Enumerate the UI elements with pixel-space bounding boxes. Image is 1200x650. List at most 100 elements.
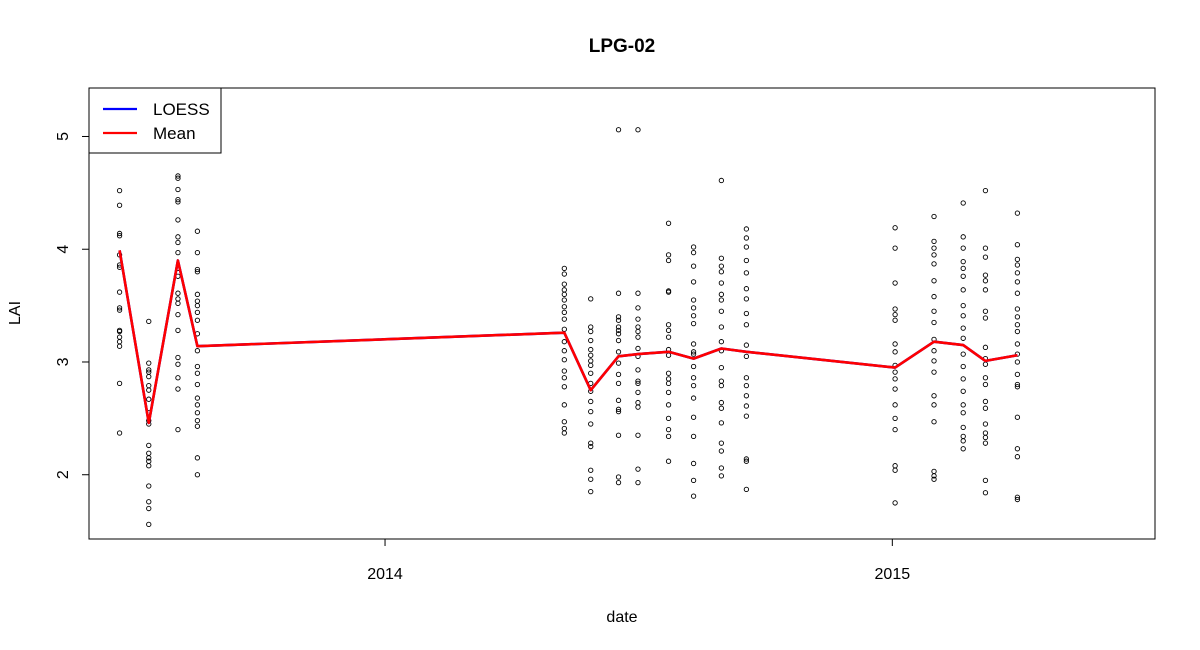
data-point bbox=[615, 314, 622, 320]
data-point bbox=[690, 477, 697, 484]
data-point bbox=[175, 361, 181, 367]
data-point bbox=[588, 440, 594, 446]
data-point bbox=[175, 173, 181, 179]
y-tick-label: 5 bbox=[55, 132, 72, 141]
data-point bbox=[561, 430, 567, 436]
data-point bbox=[146, 505, 152, 512]
data-point bbox=[175, 290, 181, 296]
data-point bbox=[615, 371, 622, 378]
data-point bbox=[1014, 494, 1021, 500]
data-point bbox=[615, 327, 622, 334]
data-point bbox=[615, 324, 622, 330]
data-point bbox=[690, 375, 697, 381]
data-point bbox=[194, 269, 201, 275]
data-point bbox=[146, 463, 152, 469]
data-point bbox=[960, 376, 966, 382]
data-point bbox=[1014, 256, 1021, 263]
data-point bbox=[960, 258, 966, 265]
data-point bbox=[982, 381, 989, 388]
data-point bbox=[175, 386, 181, 392]
data-point bbox=[615, 380, 622, 387]
data-point bbox=[892, 317, 898, 323]
data-point bbox=[718, 269, 725, 275]
data-point bbox=[931, 369, 937, 375]
data-point bbox=[718, 291, 725, 297]
data-point bbox=[982, 344, 989, 350]
data-point bbox=[665, 327, 672, 334]
data-point bbox=[615, 127, 622, 133]
data-point bbox=[690, 297, 697, 303]
data-point bbox=[690, 351, 697, 357]
data-point bbox=[588, 358, 594, 364]
data-point bbox=[1014, 341, 1021, 347]
data-point bbox=[175, 327, 181, 334]
data-point bbox=[175, 217, 181, 223]
data-point bbox=[960, 388, 966, 394]
data-point bbox=[931, 319, 937, 326]
data-point bbox=[931, 238, 937, 244]
data-point bbox=[588, 362, 594, 369]
data-point bbox=[982, 287, 989, 293]
data-point bbox=[588, 346, 594, 353]
data-point bbox=[892, 386, 898, 392]
data-point bbox=[1014, 242, 1021, 248]
data-point bbox=[960, 325, 966, 331]
data-point bbox=[690, 263, 697, 269]
data-point bbox=[635, 432, 641, 438]
data-point bbox=[194, 348, 201, 354]
data-point bbox=[635, 316, 641, 322]
data-point bbox=[561, 326, 567, 332]
data-point bbox=[146, 383, 152, 389]
data-point bbox=[194, 455, 201, 461]
data-point bbox=[982, 434, 989, 441]
data-point bbox=[635, 399, 641, 406]
data-point bbox=[146, 499, 152, 505]
data-point bbox=[175, 354, 181, 361]
data-point bbox=[1014, 262, 1021, 268]
data-point bbox=[194, 395, 201, 401]
data-point bbox=[690, 383, 697, 389]
data-point bbox=[615, 406, 622, 412]
data-point bbox=[665, 458, 672, 464]
data-point bbox=[960, 363, 966, 370]
data-point bbox=[960, 438, 966, 444]
data-point bbox=[175, 239, 181, 246]
data-point bbox=[960, 200, 966, 206]
data-point bbox=[982, 421, 989, 427]
data-point bbox=[588, 337, 594, 344]
data-point bbox=[116, 230, 123, 237]
data-point bbox=[615, 337, 622, 344]
data-point bbox=[588, 370, 594, 376]
data-point bbox=[743, 322, 750, 328]
data-point bbox=[1014, 381, 1021, 388]
legend-label-loess: LOESS bbox=[153, 100, 210, 119]
data-point bbox=[635, 389, 641, 396]
data-point bbox=[690, 320, 697, 327]
data-point bbox=[982, 398, 989, 405]
data-point bbox=[960, 433, 966, 440]
data-point bbox=[665, 289, 672, 295]
data-point bbox=[175, 199, 181, 205]
y-tick-label: 2 bbox=[55, 470, 72, 479]
data-point bbox=[635, 345, 641, 352]
data-point bbox=[690, 363, 697, 370]
data-point bbox=[718, 255, 725, 261]
legend: LOESS Mean bbox=[88, 87, 222, 154]
data-point bbox=[931, 252, 937, 258]
data-point bbox=[718, 383, 725, 389]
data-point bbox=[615, 360, 622, 366]
plot-frame bbox=[88, 87, 1156, 540]
data-point bbox=[960, 273, 966, 279]
data-point bbox=[635, 479, 641, 486]
data-point bbox=[1014, 290, 1021, 296]
data-point bbox=[635, 324, 641, 330]
data-point bbox=[194, 309, 201, 316]
data-point bbox=[931, 245, 937, 251]
data-point bbox=[718, 177, 725, 184]
data-point bbox=[588, 476, 594, 482]
data-point bbox=[892, 402, 898, 408]
data-point bbox=[561, 291, 567, 297]
data-point bbox=[194, 291, 201, 297]
data-point bbox=[194, 370, 201, 376]
data-point bbox=[116, 289, 123, 295]
